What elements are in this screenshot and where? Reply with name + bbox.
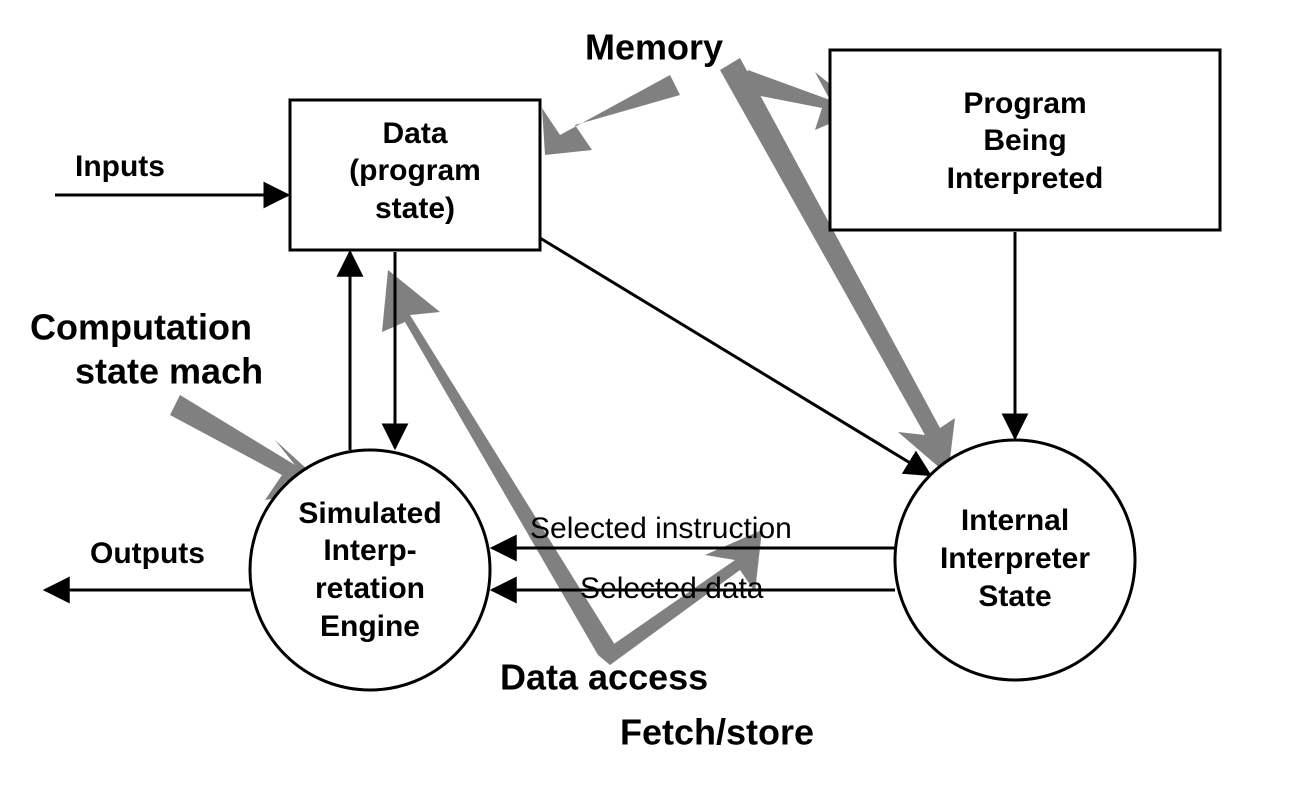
sim-engine-line1: Simulated: [298, 497, 441, 530]
data-node-line1: Data: [382, 117, 447, 150]
sim-engine-line3: retation: [315, 572, 425, 605]
computation-label-line2: state mach: [75, 351, 263, 392]
data-to-interpstate-edge: [540, 238, 930, 475]
memory-label: Memory: [585, 27, 723, 68]
data-access-label: Data access: [500, 657, 708, 698]
data-node-line2: (program: [349, 154, 481, 187]
data-node-line3: state): [375, 192, 455, 225]
sim-engine-line4: Engine: [320, 610, 420, 643]
program-node-line3: Interpreted: [947, 162, 1104, 195]
selected-instruction-label: Selected instruction: [530, 512, 792, 545]
inputs-label: Inputs: [75, 150, 165, 183]
program-node: Program Being Interpreted: [830, 50, 1220, 230]
interp-state-node: Internal Interpreter State: [895, 440, 1135, 680]
interp-state-line3: State: [978, 580, 1051, 613]
outputs-label: Outputs: [90, 537, 205, 570]
program-node-line1: Program: [963, 87, 1086, 120]
interp-state-line1: Internal: [961, 504, 1069, 537]
selected-data-label: Selected data: [580, 572, 764, 605]
sim-engine-node: Simulated Interp- retation Engine: [250, 450, 490, 690]
computation-label-line1: Computation: [30, 307, 252, 348]
program-node-line2: Being: [983, 124, 1066, 157]
data-node: Data (program state): [290, 100, 540, 250]
sim-engine-line2: Interp-: [323, 534, 416, 567]
memory-arrow-to-data: [542, 75, 680, 155]
fetch-store-label: Fetch/store: [620, 712, 814, 753]
interp-state-line2: Interpreter: [940, 542, 1090, 575]
